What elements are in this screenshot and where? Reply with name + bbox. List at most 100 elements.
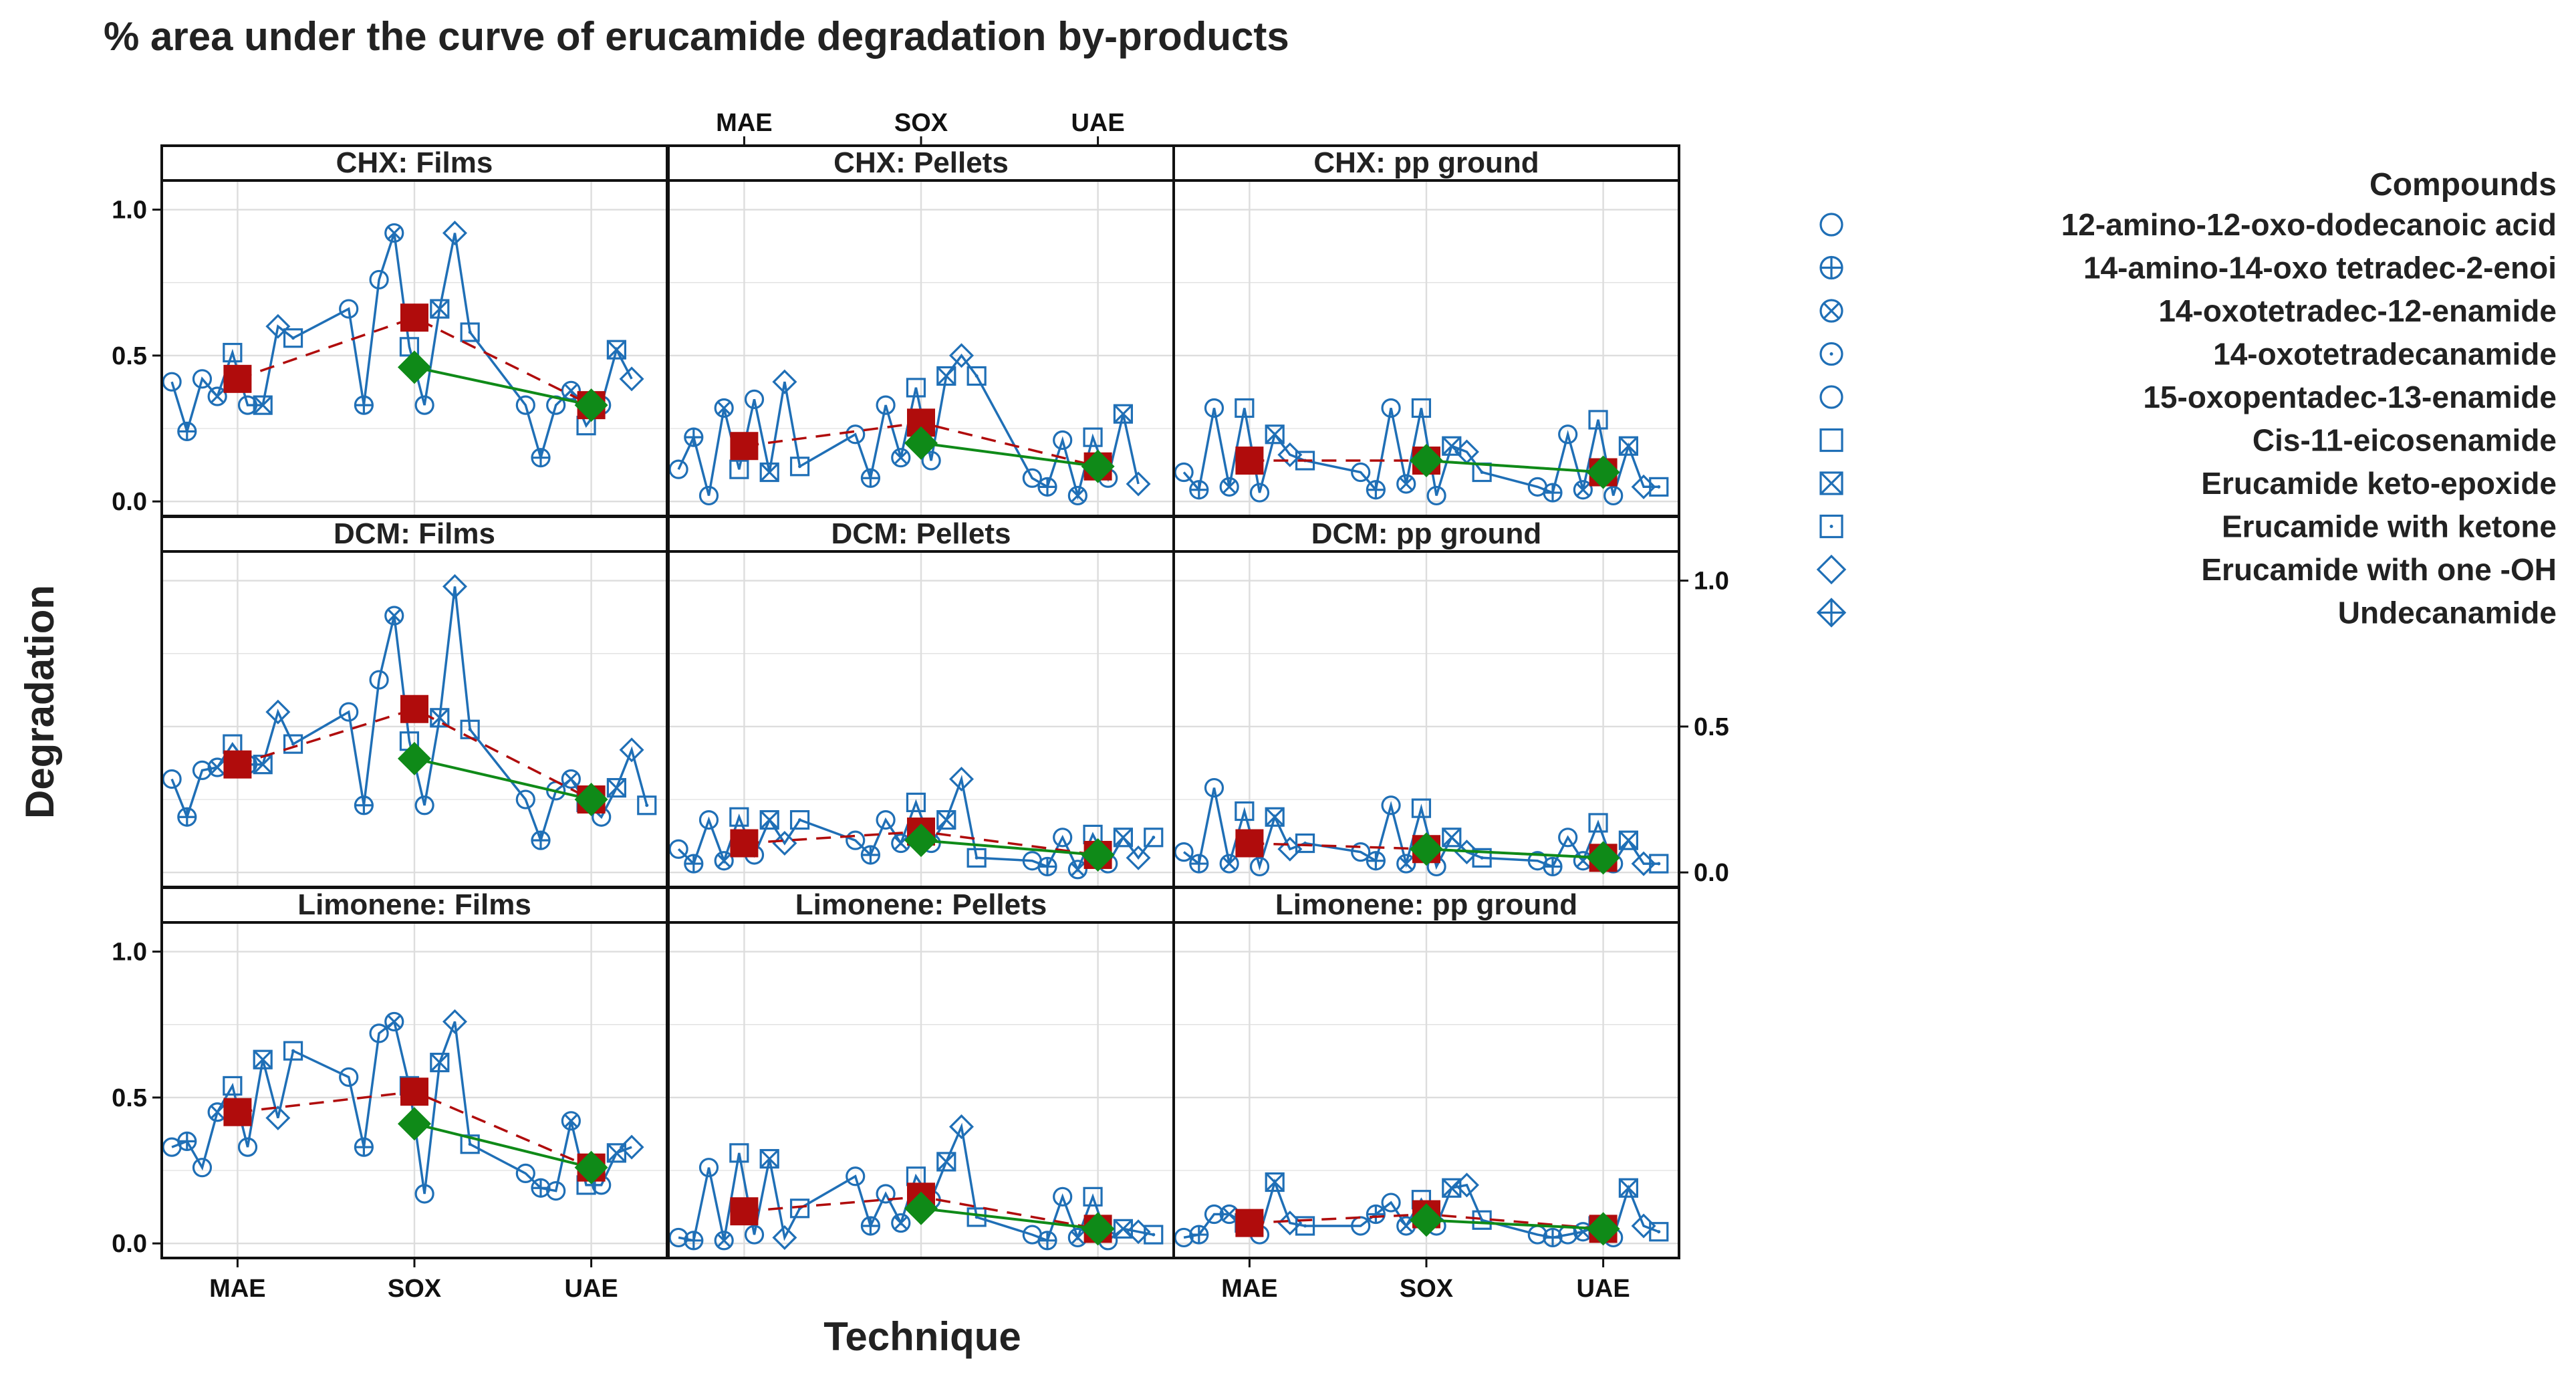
data-point	[1067, 860, 1087, 880]
data-point	[192, 369, 213, 389]
data-point	[606, 340, 627, 360]
data-point	[265, 699, 291, 725]
data-point	[637, 795, 657, 815]
data-point	[207, 1102, 227, 1122]
mean-marker	[223, 364, 252, 393]
data-point	[162, 769, 182, 789]
legend-marker	[1819, 385, 1843, 409]
data-point	[668, 839, 688, 859]
data-point	[1144, 828, 1164, 848]
data-point	[1235, 801, 1255, 822]
data-point	[265, 1105, 291, 1130]
legend-item: 15-oxopentadec-13-enamide	[2143, 380, 2557, 414]
mean-marker	[730, 432, 759, 461]
panel-dcm-films: DCM: Films	[160, 515, 668, 888]
median-marker	[1081, 1212, 1115, 1246]
data-point	[1396, 854, 1416, 874]
compound-series-line	[678, 1122, 1154, 1243]
mean-marker	[1235, 447, 1264, 475]
data-point	[1381, 1192, 1401, 1213]
data-point	[668, 459, 688, 479]
data-point	[515, 395, 535, 415]
median-line	[920, 839, 1098, 856]
data-point	[789, 457, 810, 477]
data-point	[561, 1111, 581, 1131]
data-point	[1649, 1222, 1669, 1242]
data-point	[531, 448, 551, 468]
mean-line	[237, 707, 592, 801]
data-point	[606, 777, 627, 798]
data-point	[846, 1166, 866, 1186]
data-point	[237, 395, 258, 415]
data-point	[967, 366, 987, 386]
data-point	[1053, 430, 1073, 451]
legend-item: Undecanamide	[2338, 596, 2557, 630]
data-point	[698, 1158, 719, 1178]
data-point	[619, 1134, 644, 1160]
median-marker	[1586, 841, 1620, 875]
data-point	[1219, 477, 1239, 497]
data-point	[936, 366, 956, 386]
data-point	[177, 807, 197, 827]
data-point	[684, 854, 704, 874]
data-point	[369, 269, 389, 290]
data-point	[283, 734, 303, 754]
data-point	[1037, 856, 1057, 877]
data-point	[921, 451, 941, 471]
data-point	[772, 831, 797, 856]
data-point	[1083, 427, 1103, 447]
data-point	[891, 1213, 911, 1233]
x-axis-bottom: MAE SOX UAE	[1221, 1258, 1630, 1303]
data-point	[177, 1131, 197, 1151]
data-point	[414, 1184, 434, 1204]
panel-strip	[1172, 515, 1680, 553]
data-point	[1618, 436, 1638, 456]
panel-strip-label: CHX: Pellets	[833, 146, 1009, 179]
data-point	[1219, 854, 1239, 874]
data-point	[684, 427, 704, 447]
data-point	[515, 1163, 535, 1184]
y-tick-label: 0.0	[1694, 859, 1729, 887]
data-point	[460, 1134, 480, 1154]
median-marker	[574, 783, 608, 817]
data-point	[714, 851, 734, 871]
data-point	[339, 702, 359, 722]
data-point	[876, 395, 896, 415]
median-marker	[1081, 838, 1115, 872]
data-point	[1189, 480, 1209, 500]
data-point	[759, 1148, 779, 1169]
data-point	[1603, 485, 1624, 506]
panel-strip	[1172, 144, 1680, 182]
median-marker	[574, 1150, 608, 1184]
legend-marker	[1819, 342, 1843, 366]
data-point	[668, 1227, 688, 1248]
data-point	[1189, 1225, 1209, 1245]
data-point	[1411, 398, 1432, 418]
legend-marker	[1816, 554, 1847, 585]
median-line	[1426, 848, 1603, 860]
panel-chx-films: CHX: Films	[160, 144, 668, 517]
legend-marker	[1819, 428, 1843, 453]
panel-strip-label: CHX: Films	[336, 146, 493, 179]
data-point	[1618, 830, 1638, 850]
legend-item: Erucamide with one -OH	[2201, 552, 2557, 587]
panel-chx-pellets: CHX: Pellets	[667, 144, 1175, 517]
data-point	[442, 1009, 467, 1034]
data-point	[1472, 848, 1492, 868]
data-point	[223, 1076, 243, 1096]
data-point	[1588, 410, 1608, 430]
data-point	[399, 337, 420, 357]
panel-strip-label: Limonene: Films	[297, 888, 531, 921]
data-point	[729, 1143, 749, 1163]
data-point	[1265, 1172, 1285, 1192]
data-point	[1113, 404, 1134, 424]
legend-marker	[1819, 514, 1843, 539]
median-marker	[398, 350, 431, 384]
data-point	[253, 395, 273, 415]
data-point	[1174, 462, 1194, 483]
data-point	[384, 1011, 404, 1032]
x-tick-label: UAE	[564, 1275, 618, 1303]
data-point	[384, 606, 404, 626]
data-point	[1543, 1227, 1563, 1248]
